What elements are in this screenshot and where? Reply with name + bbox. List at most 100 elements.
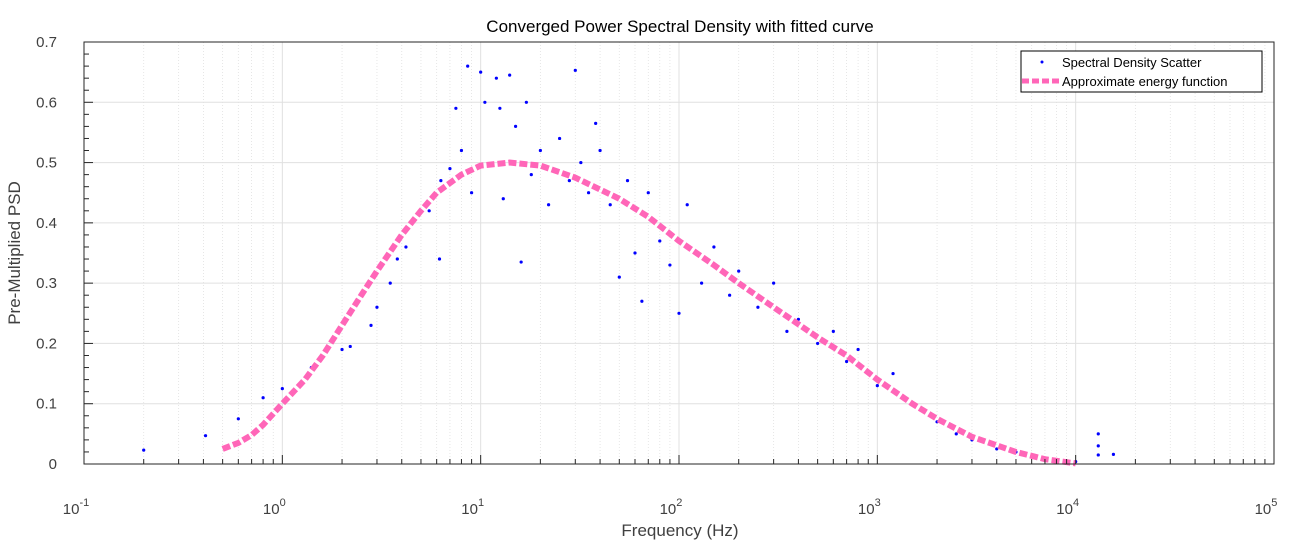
scatter-point xyxy=(508,73,512,77)
scatter-point xyxy=(1096,453,1100,457)
scatter-points xyxy=(142,64,1116,464)
scatter-point xyxy=(404,245,408,249)
tick-labels: 10-1 100 101 102 103 104 10500.10.20.30.40.50.… xyxy=(36,34,1277,518)
scatter-point xyxy=(891,371,895,376)
scatter-point xyxy=(280,387,284,391)
x-tick-label: 104 xyxy=(1056,497,1079,518)
scatter-point xyxy=(524,100,528,104)
scatter-point xyxy=(142,448,146,452)
scatter-point xyxy=(388,281,392,285)
scatter-point xyxy=(598,148,602,153)
x-tick-exponent: 1 xyxy=(478,497,484,509)
scatter-point xyxy=(995,447,999,451)
scatter-point xyxy=(646,191,650,195)
scatter-point xyxy=(369,323,373,327)
legend-entry-scatter: Spectral Density Scatter xyxy=(1062,55,1202,70)
legend-scatter-marker xyxy=(1040,60,1044,64)
legend: Spectral Density Scatter Approximate ene… xyxy=(1020,50,1263,93)
scatter-point xyxy=(454,106,458,110)
fit-curve xyxy=(221,159,1077,467)
scatter-point xyxy=(348,344,352,349)
x-tick-exponent: 4 xyxy=(1073,497,1079,509)
scatter-point xyxy=(677,311,681,315)
x-axis-label: Frequency (Hz) xyxy=(621,521,738,540)
scatter-point xyxy=(448,167,452,171)
scatter-point xyxy=(756,305,760,309)
scatter-point xyxy=(439,179,443,183)
x-tick-label: 101 xyxy=(461,497,484,518)
scatter-point xyxy=(594,121,598,125)
x-tick-exponent: 0 xyxy=(280,497,286,509)
y-axis-label: Pre-Multiplied PSD xyxy=(5,181,24,325)
chart-title: Converged Power Spectral Density with fi… xyxy=(486,17,873,36)
x-tick-base: 10 xyxy=(858,501,875,518)
x-tick-base: 10 xyxy=(461,501,478,518)
scatter-point xyxy=(203,434,208,438)
x-tick-label: 10-1 xyxy=(63,497,89,518)
scatter-point xyxy=(875,384,879,388)
x-tick-base: 10 xyxy=(660,501,677,518)
scatter-point xyxy=(640,299,644,303)
scatter-point xyxy=(483,100,487,104)
x-tick-exponent: 5 xyxy=(1271,497,1277,509)
scatter-point xyxy=(395,257,399,261)
scatter-point xyxy=(466,64,470,68)
x-tick-base: 10 xyxy=(63,501,80,518)
scatter-point xyxy=(685,203,689,207)
y-tick-label: 0 xyxy=(49,456,57,473)
x-tick-label: 103 xyxy=(858,497,881,518)
scatter-point xyxy=(469,191,474,195)
x-tick-exponent: 2 xyxy=(676,497,682,509)
y-tick-label: 0.4 xyxy=(36,215,57,232)
x-tick-base: 10 xyxy=(1056,501,1073,518)
scatter-point xyxy=(712,245,716,249)
legend-entry-fit: Approximate energy function xyxy=(1062,74,1227,89)
scatter-point xyxy=(538,148,542,153)
scatter-point xyxy=(728,293,732,297)
grid xyxy=(83,41,1275,465)
scatter-point xyxy=(586,191,591,195)
scatter-point xyxy=(501,197,505,201)
scatter-point xyxy=(785,329,789,333)
y-tick-label: 0.5 xyxy=(36,155,57,172)
x-tick-exponent: 3 xyxy=(875,497,881,509)
scatter-point xyxy=(236,417,240,421)
scatter-point xyxy=(617,275,621,279)
scatter-point xyxy=(625,179,630,183)
x-tick-label: 102 xyxy=(660,497,683,518)
y-tick-label: 0.6 xyxy=(36,94,57,111)
scatter-point xyxy=(700,281,704,285)
scatter-point xyxy=(658,239,662,243)
scatter-point xyxy=(1096,432,1100,436)
scatter-point xyxy=(772,281,776,285)
scatter-point xyxy=(437,257,442,261)
scatter-point xyxy=(340,347,344,352)
scatter-point xyxy=(1096,444,1100,448)
scatter-point xyxy=(513,124,518,128)
axes xyxy=(83,41,1275,465)
scatter-point xyxy=(427,209,431,213)
x-tick-label: 100 xyxy=(263,497,286,518)
scatter-point xyxy=(557,136,562,141)
scatter-point xyxy=(459,148,464,153)
scatter-point xyxy=(633,251,637,255)
legend-box xyxy=(1020,50,1263,93)
scatter-point xyxy=(579,160,583,165)
scatter-point xyxy=(831,329,835,333)
x-tick-base: 10 xyxy=(263,501,280,518)
y-tick-label: 0.1 xyxy=(36,396,57,413)
scatter-point xyxy=(479,70,483,74)
y-tick-label: 0.2 xyxy=(36,335,57,352)
scatter-point xyxy=(954,432,958,436)
scatter-point xyxy=(856,347,860,352)
scatter-point xyxy=(608,203,612,207)
scatter-point xyxy=(529,173,533,177)
y-tick-label: 0.3 xyxy=(36,275,57,292)
scatter-point xyxy=(1111,452,1116,456)
scatter-point xyxy=(546,203,551,207)
scatter-point xyxy=(261,396,265,400)
scatter-point xyxy=(573,68,577,72)
scatter-point xyxy=(498,106,502,110)
scatter-point xyxy=(816,341,820,346)
